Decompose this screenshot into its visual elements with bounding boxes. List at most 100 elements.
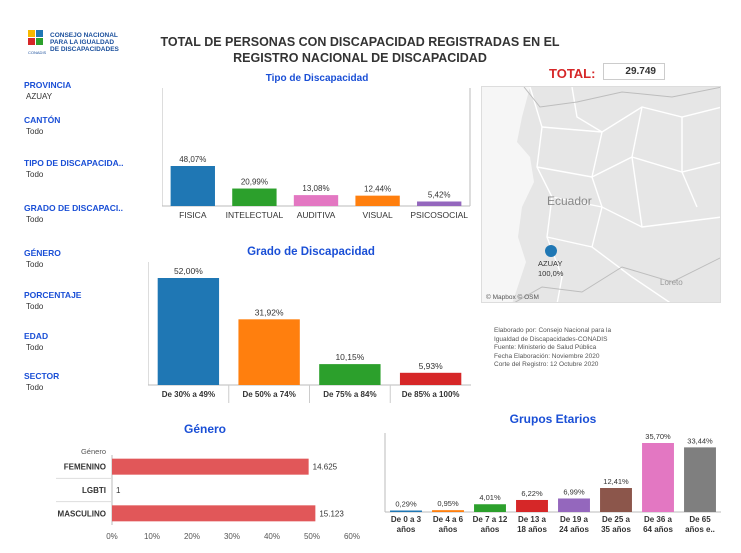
logo-sub: CONADIS bbox=[28, 50, 47, 55]
axis-title: Género bbox=[81, 447, 106, 456]
logo-line2: PARA LA IGUALDAD bbox=[50, 39, 115, 46]
map[interactable]: Ecuador AZUAY 100,0% Loreto © Mapbox © O… bbox=[481, 86, 721, 303]
data-label: 20,99% bbox=[241, 178, 268, 187]
credits: Elaborado por: Consejo Nacional para la … bbox=[494, 327, 611, 370]
tick-label: LGBTI bbox=[82, 486, 106, 495]
page-title: TOTAL DE PERSONAS CON DISCAPACIDAD REGIS… bbox=[150, 34, 570, 66]
bar bbox=[516, 499, 548, 512]
bar bbox=[642, 443, 674, 512]
credits-line: Corte del Registro: 12 Octubre 2020 bbox=[494, 361, 599, 368]
chart-grado: Grado de Discapacidad 52,00% De 30% a 49% 3… bbox=[148, 246, 471, 403]
chart-genero: Género Género 0% 10% 20% 30% 40% 50% 60% FEMENINO… bbox=[56, 422, 360, 541]
chart-title: Género bbox=[184, 422, 226, 436]
filter-value[interactable]: Todo bbox=[26, 302, 44, 311]
map-marker-azuay[interactable] bbox=[545, 245, 557, 257]
filter-label: EDAD bbox=[24, 331, 49, 341]
map-marker-label: AZUAY bbox=[538, 259, 562, 268]
chart-title: Grado de Discapacidad bbox=[247, 246, 375, 258]
bar bbox=[157, 278, 220, 385]
filter-value[interactable]: Todo bbox=[26, 127, 44, 136]
filter-value[interactable]: Todo bbox=[26, 260, 44, 269]
chart-title: Grupos Etarios bbox=[510, 412, 597, 426]
data-label: 5,42% bbox=[428, 190, 451, 199]
bar bbox=[600, 488, 632, 512]
tick-label: De 30% a 49% bbox=[162, 390, 215, 399]
chart-title: Tipo de Discapacidad bbox=[266, 73, 369, 84]
data-label: 0,95% bbox=[437, 499, 459, 508]
bar bbox=[170, 166, 215, 206]
bar bbox=[474, 504, 506, 512]
data-label: 12,41% bbox=[603, 477, 629, 486]
tick-label: De 4 a 6 bbox=[433, 515, 464, 524]
tick-label: 10% bbox=[144, 532, 160, 541]
bar bbox=[355, 195, 400, 206]
bar bbox=[684, 447, 716, 512]
tick-label: De 75% a 84% bbox=[323, 390, 376, 399]
map-canvas[interactable]: Ecuador AZUAY 100,0% Loreto © Mapbox © O… bbox=[482, 87, 721, 303]
tick-label: 18 años bbox=[517, 525, 547, 534]
filter-value[interactable]: AZUAY bbox=[26, 92, 53, 101]
bar bbox=[390, 510, 422, 512]
data-label: 10,15% bbox=[335, 352, 364, 362]
tick-label: años e.. bbox=[685, 525, 715, 534]
total-value: 29.749 bbox=[603, 63, 665, 80]
logo-mark-icon bbox=[28, 30, 43, 45]
conadis-logo: CONSEJO NACIONAL PARA LA IGUALDAD DE DIS… bbox=[28, 30, 138, 58]
tick-label: 64 años bbox=[643, 525, 673, 534]
logo-line3: DE DISCAPACIDADES bbox=[50, 46, 119, 53]
chart-tipo: Tipo de Discapacidad 48,07% FISICA 20,99% IN… bbox=[162, 73, 471, 220]
page-title-line2: REGISTRO NACIONAL DE DISCAPACIDAD bbox=[233, 51, 487, 65]
filter-value[interactable]: Todo bbox=[26, 343, 44, 352]
filter-label: GRADO DE DISCAPACI.. bbox=[24, 203, 124, 213]
tick-label: INTELECTUAL bbox=[226, 210, 284, 220]
filter-value[interactable]: Todo bbox=[26, 170, 44, 179]
map-country-label: Ecuador bbox=[547, 194, 592, 208]
tick-label: FISICA bbox=[179, 210, 207, 220]
bar bbox=[558, 498, 590, 512]
data-label: 52,00% bbox=[174, 266, 203, 276]
data-label: 14.625 bbox=[313, 463, 338, 472]
credits-line: Elaborado por: Consejo Nacional para la bbox=[494, 327, 612, 334]
page-title-line1: TOTAL DE PERSONAS CON DISCAPACIDAD REGIS… bbox=[160, 35, 560, 49]
filter-label: PORCENTAJE bbox=[24, 290, 82, 300]
tick-label: De 19 a bbox=[560, 515, 589, 524]
bar bbox=[232, 188, 277, 206]
tick-label: De 7 a 12 bbox=[473, 515, 508, 524]
map-province-borders bbox=[529, 87, 720, 302]
tick-label: 24 años bbox=[559, 525, 589, 534]
data-label: 15.123 bbox=[319, 509, 344, 518]
bar bbox=[112, 505, 316, 522]
tick-label: De 85% a 100% bbox=[402, 390, 460, 399]
logo-text: CONSEJO NACIONAL PARA LA IGUALDAD DE DIS… bbox=[50, 32, 119, 53]
logo-line1: CONSEJO NACIONAL bbox=[50, 32, 118, 39]
credits-line: Fuente: Ministerio de Salud Pública bbox=[494, 344, 597, 351]
filter-label: PROVINCIA bbox=[24, 80, 72, 90]
data-label: 33,44% bbox=[687, 436, 713, 445]
data-label: 13,08% bbox=[302, 184, 329, 193]
tick-label: AUDITIVA bbox=[297, 210, 336, 220]
data-label: 1 bbox=[116, 486, 121, 495]
bar bbox=[319, 364, 381, 385]
filter-value[interactable]: Todo bbox=[26, 215, 44, 224]
tick-label: 35 años bbox=[601, 525, 631, 534]
bar bbox=[399, 372, 462, 385]
tick-label: De 25 a bbox=[602, 515, 631, 524]
tick-label: De 0 a 3 bbox=[391, 515, 422, 524]
tick-label: años bbox=[439, 525, 458, 534]
filter-label: GÉNERO bbox=[24, 248, 61, 258]
credits-line: Fecha Elaboración: Noviembre 2020 bbox=[494, 352, 600, 360]
map-attribution[interactable]: © Mapbox © OSM bbox=[486, 293, 539, 301]
data-label: 4,01% bbox=[479, 493, 501, 502]
tick-label: De 65 bbox=[689, 515, 711, 524]
tick-label: 50% bbox=[304, 532, 320, 541]
data-label: 31,92% bbox=[255, 307, 284, 317]
filter-value[interactable]: Todo bbox=[26, 383, 44, 392]
tick-label: años bbox=[481, 525, 500, 534]
map-country-border bbox=[523, 87, 720, 108]
tick-label: 20% bbox=[184, 532, 200, 541]
tick-label: 40% bbox=[264, 532, 280, 541]
data-label: 12,44% bbox=[364, 185, 391, 194]
tick-label: años bbox=[397, 525, 416, 534]
